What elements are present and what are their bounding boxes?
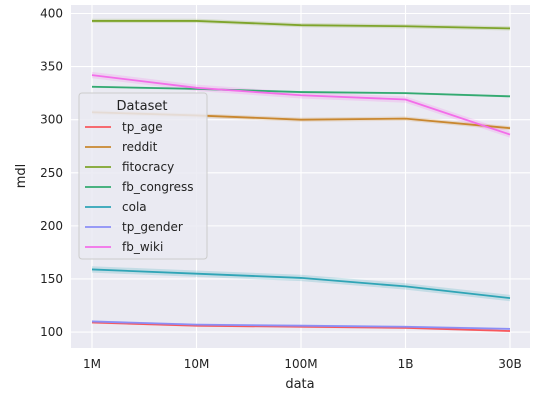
series-line-fb_wiki bbox=[91, 74, 511, 136]
legend-item-tp_gender: tp_gender bbox=[85, 220, 183, 234]
legend-item-fb_wiki: fb_wiki bbox=[85, 240, 163, 254]
series-line-tp_age bbox=[91, 321, 511, 332]
y-tick-label: 100 bbox=[40, 325, 63, 339]
legend-label: fb_congress bbox=[122, 180, 194, 194]
legend-box bbox=[78, 92, 208, 260]
legend-label: reddit bbox=[122, 140, 158, 154]
x-tick-label: 10M bbox=[184, 357, 210, 371]
y-tick-label: 150 bbox=[40, 272, 63, 286]
legend-label: tp_age bbox=[122, 120, 163, 134]
x-tick-label: 1M bbox=[83, 357, 101, 371]
legend-item-cola: cola bbox=[85, 200, 147, 214]
y-tick-labels: 100 150 200 250 300 350 400 bbox=[40, 6, 63, 339]
y-tick-label: 400 bbox=[40, 6, 63, 20]
ci-band-cola bbox=[92, 266, 510, 302]
x-axis-label: data bbox=[285, 377, 314, 392]
legend-item-reddit: reddit bbox=[85, 140, 158, 154]
y-axis-label: mdl bbox=[14, 164, 29, 189]
legend-item-tp_age: tp_age bbox=[85, 120, 163, 134]
y-tick-label: 350 bbox=[40, 60, 63, 74]
legend-title: Dataset bbox=[117, 99, 168, 114]
x-tick-label: 1B bbox=[398, 357, 414, 371]
x-tick-labels: 1M 10M 100M 1B 30B bbox=[83, 357, 522, 371]
legend-label: tp_gender bbox=[122, 220, 183, 234]
series-line-fitocracy bbox=[92, 20, 511, 30]
series-line-cola bbox=[91, 268, 511, 299]
series-line-fb_congress bbox=[91, 85, 511, 98]
legend-item-fb_congress: fb_congress bbox=[85, 180, 194, 194]
series-line-tp_gender bbox=[91, 320, 511, 330]
x-tick-label: 30B bbox=[498, 357, 522, 371]
y-tick-label: 200 bbox=[40, 219, 63, 233]
legend-label: fb_wiki bbox=[122, 240, 163, 254]
y-tick-label: 300 bbox=[40, 113, 63, 127]
y-tick-label: 250 bbox=[40, 166, 63, 180]
x-tick-label: 100M bbox=[284, 357, 317, 371]
legend-label: fitocracy bbox=[122, 160, 174, 174]
legend-item-fitocracy: fitocracy bbox=[85, 160, 174, 174]
legend-label: cola bbox=[122, 200, 147, 214]
